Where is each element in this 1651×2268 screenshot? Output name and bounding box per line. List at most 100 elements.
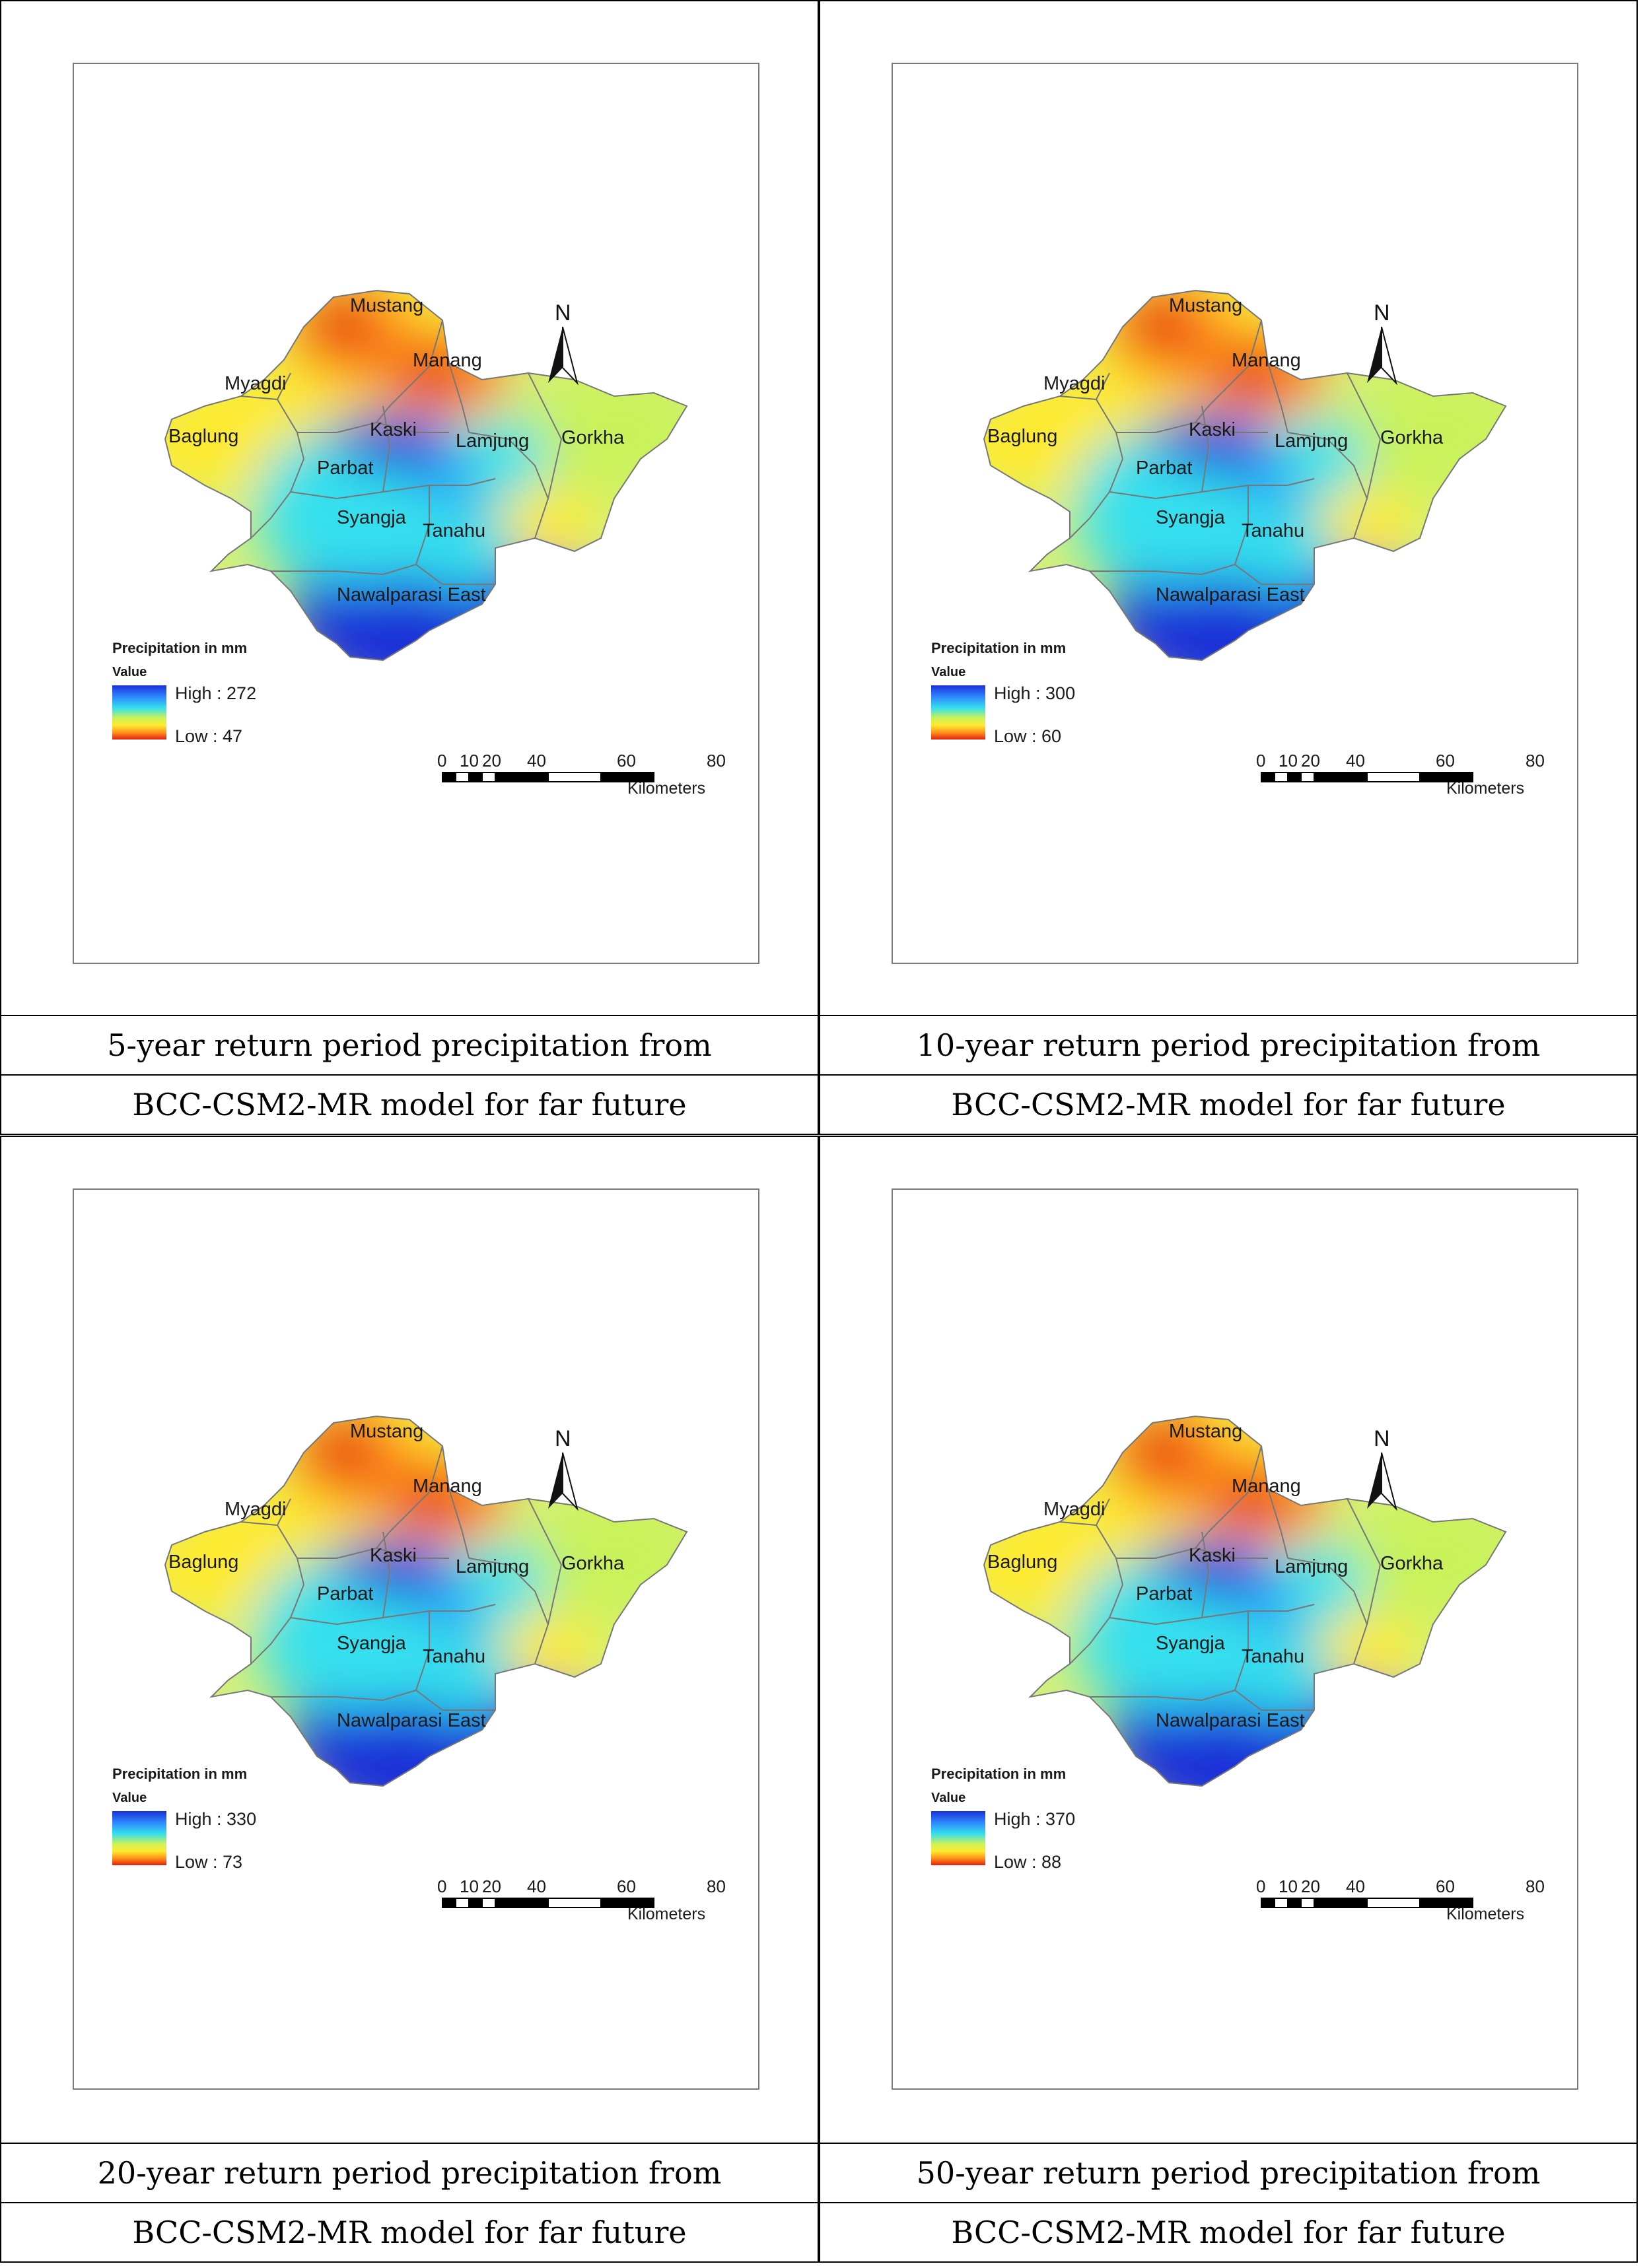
scale-tick-label: 10 bbox=[1279, 751, 1298, 771]
precipitation-map: Mustang Manang Myagdi Baglung Kaski Parbat Lam… bbox=[983, 1415, 1507, 1908]
district-label: Kaski bbox=[370, 419, 417, 440]
north-arrow-icon bbox=[1367, 326, 1397, 386]
scale-tick-label: 60 bbox=[1436, 751, 1455, 771]
scale-bar-ticks: 0 10 20 40 60 80 bbox=[1256, 751, 1545, 777]
north-arrow-icon bbox=[548, 1452, 579, 1511]
north-arrow-icon bbox=[548, 326, 579, 386]
district-label: Nawalparasi East bbox=[337, 1710, 486, 1731]
district-label: Baglung bbox=[168, 426, 238, 447]
legend-low-value: Low : 60 bbox=[994, 726, 1062, 746]
district-label: Gorkha bbox=[1380, 1553, 1444, 1574]
scale-tick-label: 80 bbox=[1526, 751, 1545, 771]
scale-bar bbox=[1261, 1898, 1473, 1908]
figure-cell bbox=[0, 1136, 819, 2144]
north-arrow-icon bbox=[1367, 1452, 1397, 1511]
scale-bar bbox=[1261, 772, 1473, 782]
scale-bar bbox=[442, 1898, 654, 1908]
district-label: Nawalparasi East bbox=[337, 584, 486, 605]
legend-low-value: Low : 88 bbox=[994, 1852, 1062, 1872]
scale-tick-label: 10 bbox=[460, 1876, 479, 1896]
district-label: Mustang bbox=[350, 295, 423, 316]
scale-tick-label: 10 bbox=[1279, 1876, 1298, 1896]
district-label: Kaski bbox=[1189, 419, 1236, 440]
scale-bar-unit: Kilometers bbox=[1446, 779, 1525, 798]
legend-low-value: Low : 47 bbox=[175, 726, 243, 746]
district-label: Kaski bbox=[370, 1545, 417, 1566]
district-label: Tanahu bbox=[423, 520, 485, 541]
district-label: Mustang bbox=[350, 1421, 423, 1442]
north-label: N bbox=[1374, 300, 1390, 326]
north-label: N bbox=[555, 1426, 571, 1451]
district-label: Lamjung bbox=[456, 430, 529, 452]
scale-bar-unit: Kilometers bbox=[627, 1905, 706, 1923]
district-label: Myagdi bbox=[225, 373, 287, 394]
scale-tick-label: 20 bbox=[482, 751, 501, 771]
caption-line-1: 5-year return period precipitation from bbox=[0, 1015, 819, 1076]
legend-subtitle: Value bbox=[112, 665, 147, 679]
map-panel: Mustang Manang Myagdi Baglung Kaski Parbat Lam… bbox=[892, 63, 1578, 964]
legend-high-value: High : 272 bbox=[175, 683, 257, 703]
scale-bar-ticks: 0 10 20 40 60 80 bbox=[437, 751, 726, 777]
figure-cell bbox=[0, 0, 819, 1016]
district-label: Myagdi bbox=[225, 1499, 287, 1520]
legend-subtitle: Value bbox=[931, 1791, 966, 1805]
caption-line-2: BCC-CSM2-MR model for far future bbox=[0, 1074, 819, 1135]
district-label: Tanahu bbox=[1242, 520, 1304, 541]
map-panel: Mustang Manang Myagdi Baglung Kaski Parbat Lam… bbox=[73, 63, 759, 964]
district-label: Parbat bbox=[317, 1583, 373, 1604]
north-label: N bbox=[555, 300, 571, 326]
district-label: Nawalparasi East bbox=[1156, 1710, 1305, 1731]
district-label: Syangja bbox=[337, 507, 407, 528]
precipitation-map: Mustang Manang Myagdi Baglung Kaski Parbat Lam… bbox=[164, 1415, 688, 1908]
scale-tick-label: 0 bbox=[437, 751, 447, 771]
scale-tick-label: 20 bbox=[1301, 1876, 1320, 1896]
scale-tick-label: 40 bbox=[1346, 1876, 1365, 1896]
legend-high-value: High : 330 bbox=[175, 1809, 257, 1829]
scale-tick-label: 20 bbox=[482, 1876, 501, 1896]
district-label: Myagdi bbox=[1043, 373, 1106, 394]
scale-tick-label: 80 bbox=[707, 1876, 726, 1896]
scale-bar-unit: Kilometers bbox=[1446, 1905, 1525, 1923]
district-label: Mustang bbox=[1169, 295, 1242, 316]
district-label: Baglung bbox=[168, 1552, 238, 1573]
scale-tick-label: 60 bbox=[617, 1876, 636, 1896]
legend-low-value: Low : 73 bbox=[175, 1852, 243, 1872]
legend-color-ramp bbox=[112, 1811, 166, 1865]
caption-line-1: 50-year return period precipitation from bbox=[819, 2143, 1638, 2203]
district-label: Lamjung bbox=[456, 1556, 529, 1577]
scale-tick-label: 20 bbox=[1301, 751, 1320, 771]
caption-line-1: 10-year return period precipitation from bbox=[819, 1015, 1638, 1076]
precipitation-map: Mustang Manang Myagdi Baglung Kaski Parbat Lam… bbox=[164, 289, 688, 782]
district-label: Tanahu bbox=[1242, 1646, 1304, 1667]
map-panel: Mustang Manang Myagdi Baglung Kaski Parbat Lam… bbox=[892, 1188, 1578, 2090]
district-label: Lamjung bbox=[1275, 430, 1348, 452]
district-label: Gorkha bbox=[561, 1553, 625, 1574]
scale-tick-label: 80 bbox=[1526, 1876, 1545, 1896]
precipitation-map: Mustang Manang Myagdi Baglung Kaski Parbat Lam… bbox=[983, 289, 1507, 782]
district-label: Syangja bbox=[1156, 1633, 1226, 1654]
scale-tick-label: 80 bbox=[707, 751, 726, 771]
scale-bar-ticks: 0 10 20 40 60 80 bbox=[1256, 1876, 1545, 1903]
district-label: Manang bbox=[413, 1476, 482, 1497]
map-panel: Mustang Manang Myagdi Baglung Kaski Parbat Lam… bbox=[73, 1188, 759, 2090]
caption-line-2: BCC-CSM2-MR model for far future bbox=[819, 2202, 1638, 2263]
district-label: Mustang bbox=[1169, 1421, 1242, 1442]
district-label: Tanahu bbox=[423, 1646, 485, 1667]
scale-bar-unit: Kilometers bbox=[627, 779, 706, 798]
district-label: Manang bbox=[413, 350, 482, 371]
legend-color-ramp bbox=[931, 1811, 985, 1865]
district-label: Gorkha bbox=[561, 427, 625, 448]
legend-color-ramp bbox=[931, 685, 985, 739]
scale-tick-label: 40 bbox=[527, 1876, 546, 1896]
scale-tick-label: 10 bbox=[460, 751, 479, 771]
district-label: Kaski bbox=[1189, 1545, 1236, 1566]
legend-title: Precipitation in mm bbox=[931, 1766, 1067, 1782]
district-label: Syangja bbox=[1156, 507, 1226, 528]
legend-high-value: High : 370 bbox=[994, 1809, 1076, 1829]
legend-subtitle: Value bbox=[931, 665, 966, 679]
scale-tick-label: 40 bbox=[1346, 751, 1365, 771]
legend-subtitle: Value bbox=[112, 1791, 147, 1805]
figure-cell bbox=[819, 1136, 1638, 2144]
district-label: Manang bbox=[1232, 350, 1301, 371]
district-label: Baglung bbox=[987, 1552, 1057, 1573]
